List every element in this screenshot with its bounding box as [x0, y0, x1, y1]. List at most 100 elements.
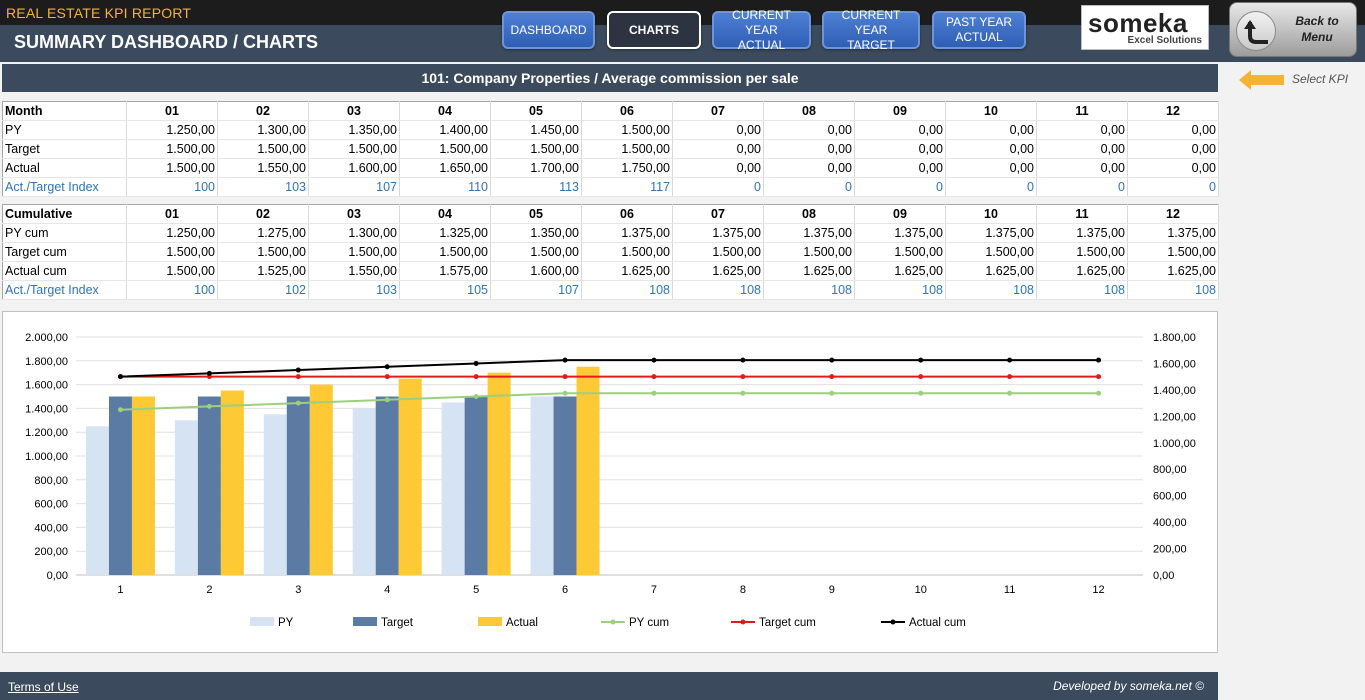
- table-cell: 0,00: [672, 158, 764, 178]
- y-left-tick-label: 1.000,00: [25, 451, 68, 463]
- table-cell: 1.325,00: [399, 223, 491, 243]
- month-header: 06: [581, 204, 673, 224]
- table-cell: 0,00: [1127, 139, 1219, 159]
- line-point: [473, 360, 479, 366]
- y-left-tick-label: 800,00: [34, 475, 68, 487]
- table-cell: 108: [1127, 280, 1219, 300]
- y-left-tick-label: 1.800,00: [25, 356, 68, 368]
- y-right-tick-label: 1.200,00: [1153, 411, 1196, 423]
- month-header: 03: [308, 204, 400, 224]
- table-cell: 107: [308, 177, 400, 197]
- select-kpi[interactable]: Select KPI: [1237, 68, 1362, 92]
- table-cell: 0,00: [1036, 158, 1128, 178]
- table-cell: 1.500,00: [672, 242, 764, 262]
- table-cell: 1.525,00: [217, 261, 309, 281]
- line-point: [651, 357, 657, 363]
- table-cell: 1.300,00: [217, 120, 309, 140]
- table-cell: 1.500,00: [1127, 242, 1219, 262]
- bar-target: [286, 396, 310, 575]
- x-tick-label: 7: [651, 584, 657, 596]
- x-tick-label: 10: [915, 584, 927, 596]
- y-right-tick-label: 1.800,00: [1153, 332, 1196, 344]
- month-header: 07: [672, 204, 764, 224]
- bar-target: [375, 396, 399, 575]
- table-cell: 1.500,00: [490, 242, 582, 262]
- y-right-tick-label: 800,00: [1153, 464, 1187, 476]
- past-year-actual-button[interactable]: PAST YEAR ACTUAL: [932, 11, 1026, 49]
- month-header: 05: [490, 101, 582, 121]
- table-cell: 0,00: [672, 120, 764, 140]
- table-row: Act./Target Index 100 103 107 110 113 117 0 0 0 0 0…: [2, 177, 1219, 197]
- table-cell: 1.400,00: [399, 120, 491, 140]
- x-tick-label: 12: [1092, 584, 1104, 596]
- y-left-tick-label: 1.400,00: [25, 403, 68, 415]
- month-header: 02: [217, 101, 309, 121]
- table-cell: 1.375,00: [672, 223, 764, 243]
- line-point: [473, 394, 479, 399]
- line-py-cum: [120, 392, 1099, 411]
- line-point: [295, 400, 301, 406]
- y-left-tick-label: 0,00: [47, 570, 68, 582]
- y-right-tick-label: 600,00: [1153, 491, 1187, 503]
- table-cell: 1.500,00: [126, 242, 218, 262]
- month-header: 10: [945, 101, 1037, 121]
- current-year-target-button[interactable]: CURRENT YEAR TARGET: [822, 8, 920, 52]
- line-point: [206, 403, 212, 409]
- table-cell: 1.500,00: [490, 139, 582, 159]
- table-cell: 1.250,00: [126, 120, 218, 140]
- terms-of-use-link[interactable]: Terms of Use: [8, 680, 79, 694]
- table-cell: 103: [308, 280, 400, 300]
- back-to-menu-button[interactable]: Back to Menu: [1229, 2, 1357, 57]
- table-cell: 102: [217, 280, 309, 300]
- bar-target: [108, 396, 132, 575]
- current-year-actual-button[interactable]: CURRENT YEAR ACTUAL: [712, 8, 811, 52]
- line-point: [1007, 390, 1013, 396]
- x-tick-label: 8: [740, 584, 746, 596]
- table-cell: 108: [945, 280, 1037, 300]
- line-point: [562, 390, 568, 396]
- month-header: 09: [854, 101, 946, 121]
- table-cell: 0: [763, 177, 855, 197]
- table-cell: 1.500,00: [126, 158, 218, 178]
- table-cell: 1.625,00: [1036, 261, 1128, 281]
- report-title: REAL ESTATE KPI REPORT: [6, 5, 192, 21]
- x-tick-label: 6: [562, 584, 568, 596]
- table-header-label: Cumulative: [2, 204, 127, 224]
- line-point: [1096, 357, 1102, 363]
- legend-swatch: [250, 617, 274, 626]
- table-cell: 100: [126, 280, 218, 300]
- bar-target: [553, 396, 577, 575]
- table-cell: 0: [945, 177, 1037, 197]
- table-cell: 1.500,00: [581, 139, 673, 159]
- row-label: PY cum: [2, 223, 127, 243]
- table-cell: 108: [672, 280, 764, 300]
- line-point: [1096, 390, 1102, 396]
- cumulative-kpi-table: Cumulative 01 02 03 04 05 06 07 08 09 10 11 12 PY cum…: [2, 204, 1219, 300]
- table-cell: 113: [490, 177, 582, 197]
- line-point: [384, 397, 390, 403]
- someka-logo: someka Excel Solutions: [1081, 5, 1209, 50]
- row-label: Target cum: [2, 242, 127, 262]
- month-header: 12: [1127, 101, 1219, 121]
- table-cell: 0: [1036, 177, 1128, 197]
- legend-swatch: [353, 617, 377, 626]
- line-point: [740, 357, 746, 363]
- line-point: [295, 374, 301, 380]
- table-cell: 1.500,00: [308, 139, 400, 159]
- line-point: [740, 374, 746, 380]
- line-actual-cum: [120, 359, 1099, 378]
- y-right-tick-label: 1.400,00: [1153, 385, 1196, 397]
- bar-py: [530, 396, 554, 575]
- x-tick-label: 3: [295, 584, 301, 596]
- dashboard-button[interactable]: DASHBOARD: [502, 11, 595, 49]
- table-cell: 1.500,00: [126, 261, 218, 281]
- table-cell: 0,00: [763, 120, 855, 140]
- y-right-tick-label: 400,00: [1153, 517, 1187, 529]
- kpi-selector-bar[interactable]: 101: Company Properties / Average commis…: [2, 64, 1218, 92]
- bar-py: [441, 402, 465, 575]
- line-point: [740, 390, 746, 396]
- table-cell: 0,00: [854, 120, 946, 140]
- bar-actual: [398, 378, 422, 575]
- charts-button[interactable]: CHARTS: [607, 11, 701, 49]
